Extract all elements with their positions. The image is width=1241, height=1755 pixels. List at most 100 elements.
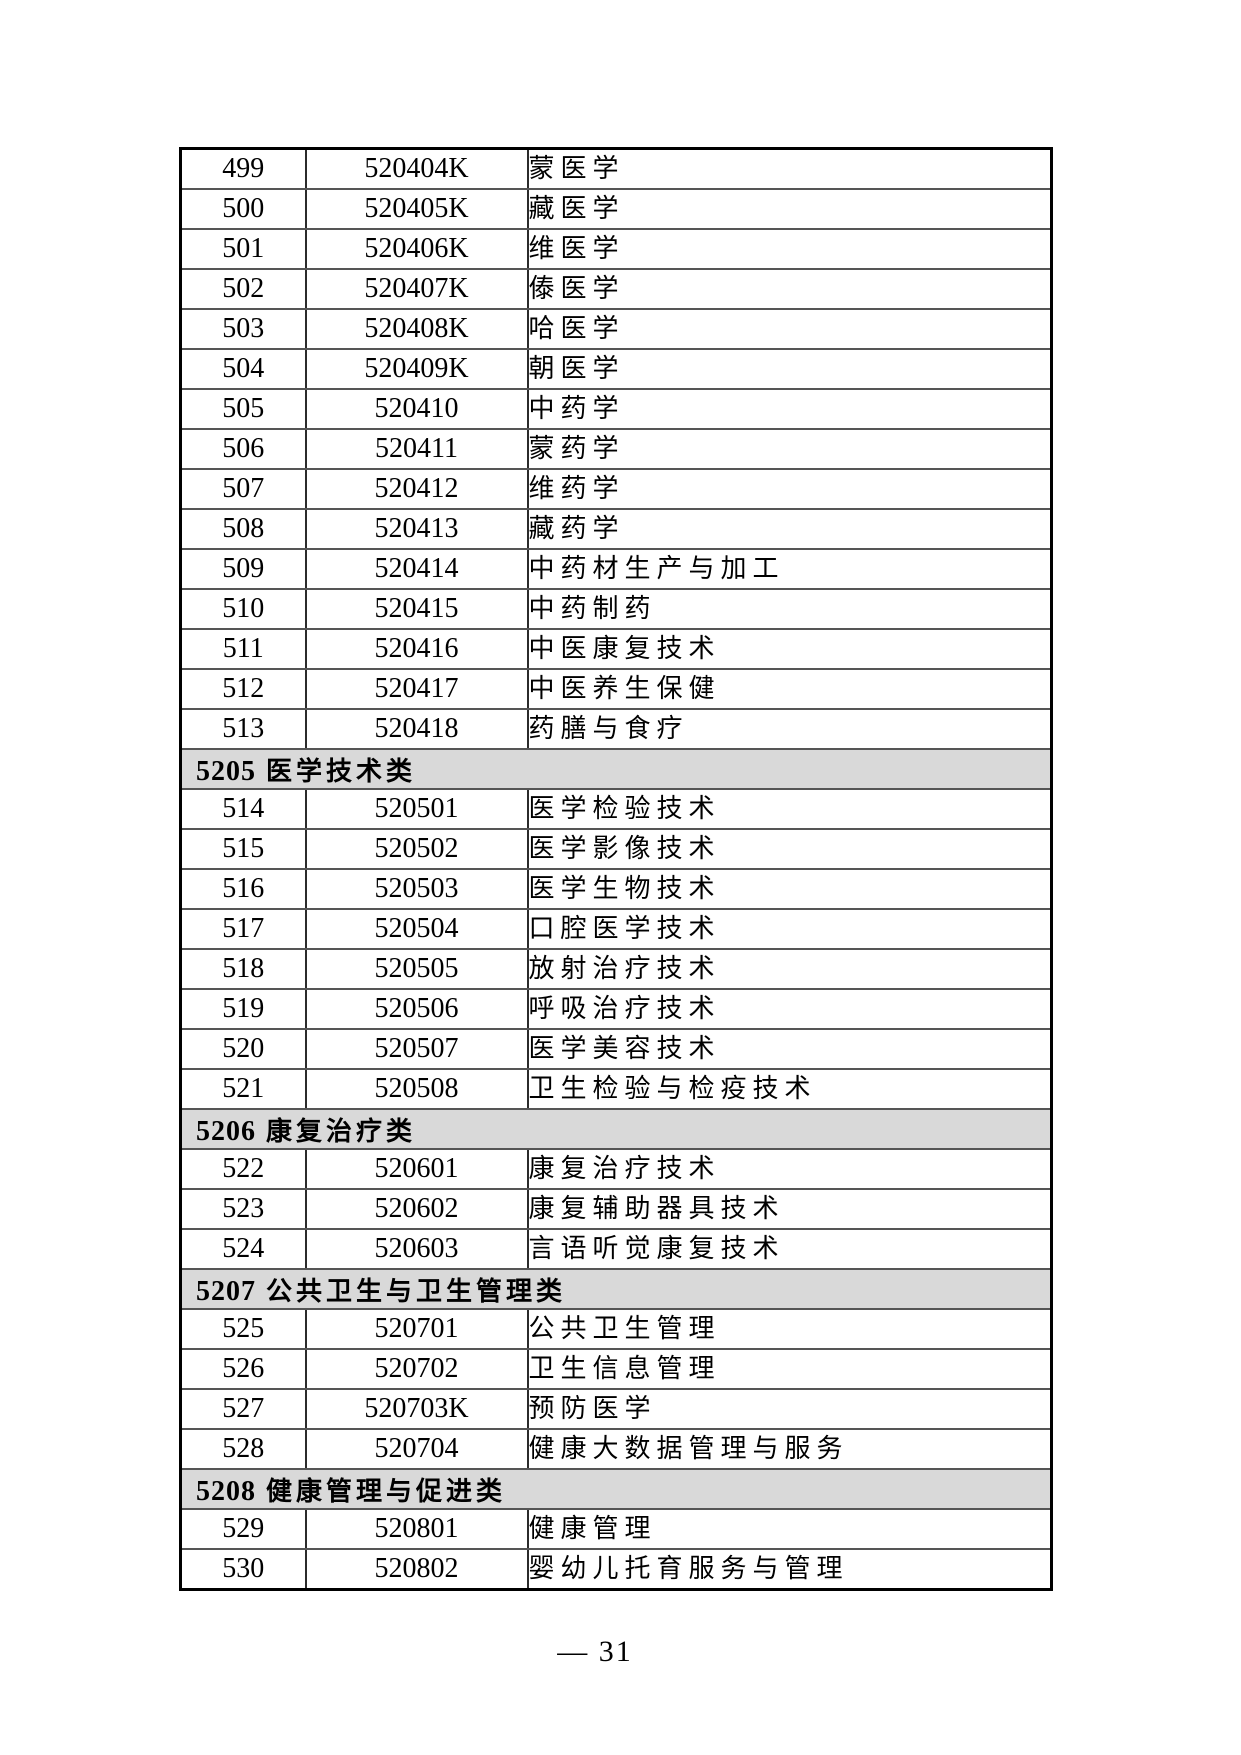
row-number-cell: 500 — [179, 188, 307, 230]
table-row: 509 520414 中药材生产与加工 — [179, 548, 1053, 590]
section-code: 5206 — [196, 1115, 256, 1147]
section-header-row: 5205 医学技术类 — [179, 748, 1053, 790]
major-code-cell: 520703K — [304, 1388, 529, 1430]
section-title: 康复治疗类 — [266, 1116, 417, 1146]
table-row: 521 520508 卫生检验与检疫技术 — [179, 1068, 1053, 1110]
table-row: 510 520415 中药制药 — [179, 588, 1053, 630]
major-code-cell: 520603 — [304, 1228, 529, 1270]
row-number-cell: 519 — [179, 988, 307, 1030]
table-row: 506 520411 蒙药学 — [179, 428, 1053, 470]
major-code-cell: 520418 — [304, 708, 529, 750]
section-title: 医学技术类 — [266, 756, 417, 786]
major-name-cell: 医学检验技术 — [526, 788, 1053, 830]
major-name-cell: 藏药学 — [526, 508, 1053, 550]
major-code-cell: 520503 — [304, 868, 529, 910]
major-code-cell: 520407K — [304, 268, 529, 310]
page-number: — 31 — [557, 1635, 633, 1668]
row-number-cell: 511 — [179, 628, 307, 670]
major-name-cell: 中医康复技术 — [526, 628, 1053, 670]
specialty-table: 499 520404K 蒙医学 500 520405K 藏医学 501 520406K 维医学 5… — [179, 147, 1053, 1591]
table-row: 501 520406K 维医学 — [179, 228, 1053, 270]
table-row: 513 520418 药膳与食疗 — [179, 708, 1053, 750]
section-header-cell: 5208 健康管理与促进类 — [179, 1468, 1053, 1510]
major-name-cell: 卫生信息管理 — [526, 1348, 1053, 1390]
major-name-cell: 藏医学 — [526, 188, 1053, 230]
table-row: 530 520802 婴幼儿托育服务与管理 — [179, 1548, 1053, 1591]
major-name-cell: 口腔医学技术 — [526, 908, 1053, 950]
table-row: 508 520413 藏药学 — [179, 508, 1053, 550]
table-row: 525 520701 公共卫生管理 — [179, 1308, 1053, 1350]
row-number-cell: 517 — [179, 908, 307, 950]
major-code-cell: 520501 — [304, 788, 529, 830]
table-row: 522 520601 康复治疗技术 — [179, 1148, 1053, 1190]
row-number-cell: 516 — [179, 868, 307, 910]
row-number-cell: 515 — [179, 828, 307, 870]
row-number-cell: 521 — [179, 1068, 307, 1110]
major-name-cell: 蒙医学 — [526, 147, 1053, 190]
table-row: 504 520409K 朝医学 — [179, 348, 1053, 390]
major-code-cell: 520410 — [304, 388, 529, 430]
major-code-cell: 520414 — [304, 548, 529, 590]
section-code: 5208 — [196, 1475, 256, 1507]
major-name-cell: 公共卫生管理 — [526, 1308, 1053, 1350]
row-number-cell: 506 — [179, 428, 307, 470]
section-title: 健康管理与促进类 — [266, 1476, 507, 1506]
table-row: 519 520506 呼吸治疗技术 — [179, 988, 1053, 1030]
major-name-cell: 言语听觉康复技术 — [526, 1228, 1053, 1270]
table-row: 507 520412 维药学 — [179, 468, 1053, 510]
section-title: 公共卫生与卫生管理类 — [266, 1276, 567, 1306]
major-name-cell: 中药制药 — [526, 588, 1053, 630]
row-number-cell: 523 — [179, 1188, 307, 1230]
row-number-cell: 499 — [179, 147, 307, 190]
major-name-cell: 健康管理 — [526, 1508, 1053, 1550]
major-code-cell: 520413 — [304, 508, 529, 550]
major-name-cell: 医学美容技术 — [526, 1028, 1053, 1070]
major-name-cell: 医学影像技术 — [526, 828, 1053, 870]
row-number-cell: 525 — [179, 1308, 307, 1350]
major-code-cell: 520406K — [304, 228, 529, 270]
row-number-cell: 522 — [179, 1148, 307, 1190]
major-name-cell: 呼吸治疗技术 — [526, 988, 1053, 1030]
major-name-cell: 中医养生保健 — [526, 668, 1053, 710]
major-code-cell: 520701 — [304, 1308, 529, 1350]
major-name-cell: 哈医学 — [526, 308, 1053, 350]
table-row: 520 520507 医学美容技术 — [179, 1028, 1053, 1070]
major-code-cell: 520416 — [304, 628, 529, 670]
major-code-cell: 520702 — [304, 1348, 529, 1390]
major-code-cell: 520507 — [304, 1028, 529, 1070]
major-name-cell: 医学生物技术 — [526, 868, 1053, 910]
major-name-cell: 蒙药学 — [526, 428, 1053, 470]
major-name-cell: 维医学 — [526, 228, 1053, 270]
major-name-cell: 中药材生产与加工 — [526, 548, 1053, 590]
table-row: 529 520801 健康管理 — [179, 1508, 1053, 1550]
table-row: 523 520602 康复辅助器具技术 — [179, 1188, 1053, 1230]
section-header-row: 5207 公共卫生与卫生管理类 — [179, 1268, 1053, 1310]
table-row: 499 520404K 蒙医学 — [179, 147, 1053, 190]
major-code-cell: 520502 — [304, 828, 529, 870]
section-code: 5205 — [196, 755, 256, 787]
table-row: 517 520504 口腔医学技术 — [179, 908, 1053, 950]
row-number-cell: 510 — [179, 588, 307, 630]
major-name-cell: 康复辅助器具技术 — [526, 1188, 1053, 1230]
major-code-cell: 520704 — [304, 1428, 529, 1470]
row-number-cell: 509 — [179, 548, 307, 590]
row-number-cell: 514 — [179, 788, 307, 830]
row-number-cell: 527 — [179, 1388, 307, 1430]
major-code-cell: 520411 — [304, 428, 529, 470]
table-row: 518 520505 放射治疗技术 — [179, 948, 1053, 990]
table-row: 516 520503 医学生物技术 — [179, 868, 1053, 910]
major-code-cell: 520405K — [304, 188, 529, 230]
section-code: 5207 — [196, 1275, 256, 1307]
table-row: 505 520410 中药学 — [179, 388, 1053, 430]
row-number-cell: 530 — [179, 1548, 307, 1591]
row-number-cell: 528 — [179, 1428, 307, 1470]
major-code-cell: 520404K — [304, 147, 529, 190]
specialty-table-body: 499 520404K 蒙医学 500 520405K 藏医学 501 520406K 维医学 5… — [179, 147, 1053, 1591]
major-code-cell: 520506 — [304, 988, 529, 1030]
table-row: 515 520502 医学影像技术 — [179, 828, 1053, 870]
major-code-cell: 520801 — [304, 1508, 529, 1550]
major-name-cell: 朝医学 — [526, 348, 1053, 390]
row-number-cell: 502 — [179, 268, 307, 310]
major-code-cell: 520412 — [304, 468, 529, 510]
